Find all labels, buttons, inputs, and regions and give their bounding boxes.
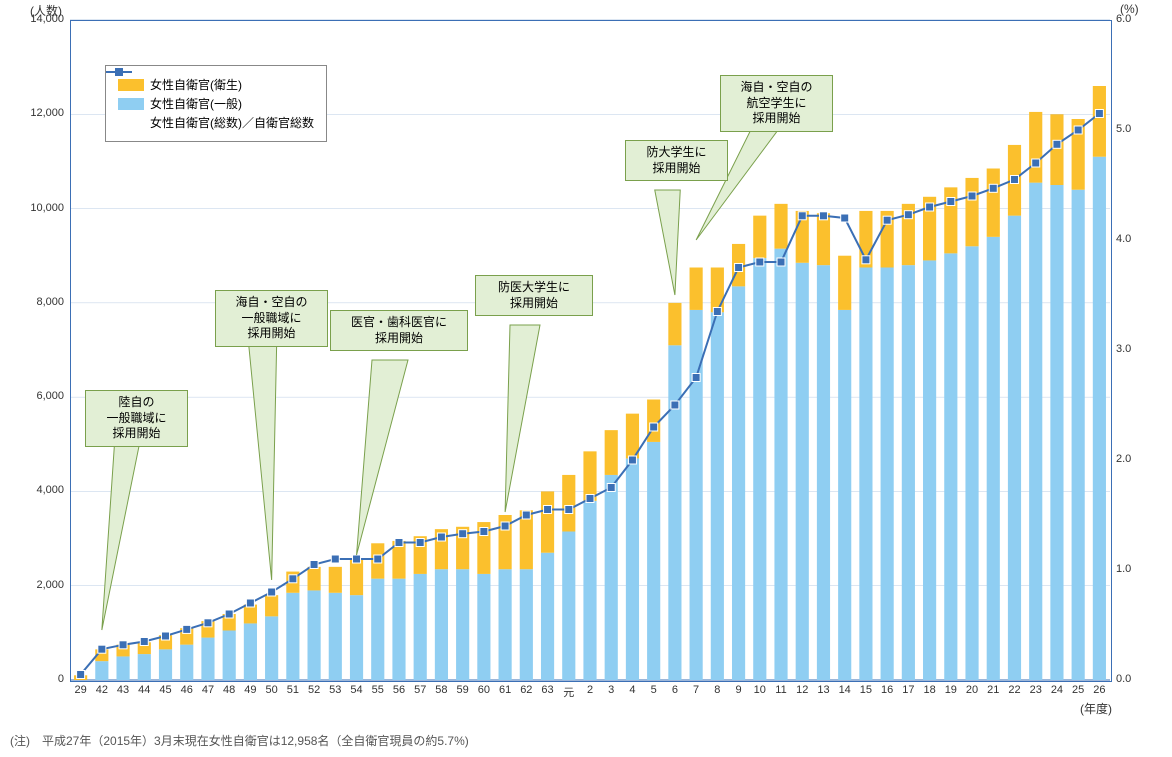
y-right-tick: 1.0 — [1116, 563, 1131, 575]
callout: 海自・空自の一般職域に採用開始 — [215, 290, 328, 347]
x-tick: 12 — [796, 684, 808, 696]
x-tick: 59 — [457, 684, 469, 696]
x-tick: 20 — [966, 684, 978, 696]
callout: 防医大学生に採用開始 — [475, 275, 593, 316]
x-tick: 11 — [775, 684, 786, 696]
x-tick: 21 — [987, 684, 999, 696]
y-right-tick: 2.0 — [1116, 453, 1131, 465]
chart-container: (人数) (%) (年度) 女性自衛官(衛生)女性自衛官(一般)女性自衛官(総数… — [0, 0, 1172, 757]
x-tick: 62 — [520, 684, 532, 696]
legend-label: 女性自衛官(衛生) — [150, 76, 242, 93]
x-tick: 14 — [839, 684, 851, 696]
y-left-tick: 0 — [14, 673, 64, 685]
x-tick: 42 — [96, 684, 108, 696]
x-tick: 46 — [181, 684, 193, 696]
x-tick: 6 — [672, 684, 678, 696]
x-tick: 51 — [287, 684, 299, 696]
x-tick: 19 — [945, 684, 957, 696]
y-left-tick: 2,000 — [14, 579, 64, 591]
x-tick: 23 — [1030, 684, 1042, 696]
legend-swatch — [118, 79, 144, 91]
callout: 陸自の一般職域に採用開始 — [85, 390, 188, 447]
x-tick: 24 — [1051, 684, 1063, 696]
x-axis-title: (年度) — [1080, 700, 1112, 717]
x-tick: 43 — [117, 684, 129, 696]
y-right-tick: 0.0 — [1116, 673, 1131, 685]
legend-line-icon — [118, 117, 144, 129]
y-left-tick: 6,000 — [14, 390, 64, 402]
x-tick: 53 — [329, 684, 341, 696]
x-tick: 3 — [608, 684, 614, 696]
x-tick: 22 — [1008, 684, 1020, 696]
x-tick: 13 — [817, 684, 829, 696]
callout: 防大学生に採用開始 — [625, 140, 728, 181]
x-tick: 54 — [350, 684, 362, 696]
y-left-tick: 4,000 — [14, 484, 64, 496]
legend: 女性自衛官(衛生) 女性自衛官(一般) 女性自衛官(総数)／自衛官総数 — [105, 65, 327, 142]
x-tick: 58 — [435, 684, 447, 696]
y-right-tick: 6.0 — [1116, 13, 1131, 25]
x-tick: 49 — [244, 684, 256, 696]
x-tick: 57 — [414, 684, 426, 696]
legend-label: 女性自衛官(総数)／自衛官総数 — [150, 114, 314, 131]
x-tick: 26 — [1093, 684, 1105, 696]
legend-item: 女性自衛官(総数)／自衛官総数 — [118, 114, 314, 131]
x-tick: 48 — [223, 684, 235, 696]
x-tick: 50 — [266, 684, 278, 696]
y-right-tick: 3.0 — [1116, 343, 1131, 355]
x-tick: 15 — [860, 684, 872, 696]
x-tick: 52 — [308, 684, 320, 696]
x-tick: 9 — [736, 684, 742, 696]
x-tick: 25 — [1072, 684, 1084, 696]
x-tick: 44 — [138, 684, 150, 696]
x-tick: 56 — [393, 684, 405, 696]
x-tick: 55 — [372, 684, 384, 696]
x-tick: 29 — [74, 684, 86, 696]
footnote: (注) 平成27年（2015年）3月末現在女性自衛官は12,958名（全自衛官現… — [10, 732, 469, 749]
x-tick: 45 — [159, 684, 171, 696]
x-tick: 60 — [478, 684, 490, 696]
y-right-tick: 5.0 — [1116, 123, 1131, 135]
legend-label: 女性自衛官(一般) — [150, 95, 242, 112]
legend-item: 女性自衛官(衛生) — [118, 76, 314, 93]
legend-item: 女性自衛官(一般) — [118, 95, 314, 112]
x-tick: 61 — [499, 684, 511, 696]
x-tick: 4 — [629, 684, 635, 696]
x-tick: 元 — [563, 684, 574, 700]
x-tick: 16 — [881, 684, 893, 696]
x-tick: 63 — [541, 684, 553, 696]
callout: 医官・歯科医官に採用開始 — [330, 310, 468, 351]
y-left-tick: 14,000 — [14, 13, 64, 25]
x-tick: 8 — [714, 684, 720, 696]
x-tick: 7 — [693, 684, 699, 696]
y-left-tick: 8,000 — [14, 296, 64, 308]
legend-swatch — [118, 98, 144, 110]
x-tick: 5 — [651, 684, 657, 696]
x-tick: 10 — [754, 684, 766, 696]
y-left-tick: 12,000 — [14, 107, 64, 119]
x-tick: 18 — [923, 684, 935, 696]
x-tick: 47 — [202, 684, 214, 696]
x-tick: 17 — [902, 684, 914, 696]
y-left-tick: 10,000 — [14, 202, 64, 214]
y-right-tick: 4.0 — [1116, 233, 1131, 245]
callout: 海自・空自の航空学生に採用開始 — [720, 75, 833, 132]
x-tick: 2 — [587, 684, 593, 696]
